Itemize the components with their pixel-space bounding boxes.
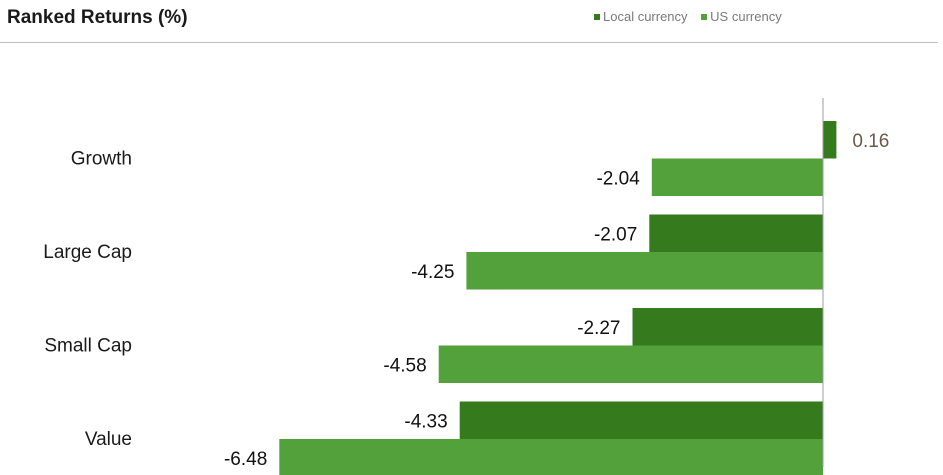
data-label-small-cap-local-currency: -2.27 (577, 318, 620, 339)
bar-growth-us-currency (651, 158, 823, 196)
bar-large-cap-us-currency (466, 252, 823, 290)
category-label-large-cap: Large Cap (43, 242, 132, 263)
legend-swatch-us (701, 14, 708, 20)
legend-entry-local: Local currency (594, 9, 688, 24)
legend-label-us: US currency (710, 9, 782, 24)
bar-value-us-currency (279, 439, 823, 475)
data-label-large-cap-us-currency: -4.25 (411, 262, 454, 283)
bar-small-cap-local-currency (632, 308, 823, 346)
legend: Local currency US currency (594, 9, 792, 24)
data-label-growth-local-currency: 0.16 (852, 131, 889, 152)
data-label-growth-us-currency: -2.04 (596, 168, 640, 189)
bar-small-cap-us-currency (438, 345, 823, 383)
data-label-value-us-currency: -6.48 (224, 449, 267, 470)
category-label-value: Value (85, 429, 132, 450)
category-label-growth: Growth (71, 149, 132, 170)
chart-title: Ranked Returns (%) (7, 7, 188, 28)
legend-label-local: Local currency (603, 9, 688, 24)
data-label-value-local-currency: -4.33 (404, 411, 447, 432)
category-label-small-cap: Small Cap (44, 336, 132, 357)
data-label-large-cap-local-currency: -2.07 (594, 224, 637, 245)
legend-swatch-local (594, 14, 600, 20)
bar-growth-local-currency (823, 121, 837, 159)
legend-entry-us: US currency (701, 9, 782, 24)
bar-value-local-currency (459, 401, 823, 439)
title-divider (0, 42, 938, 43)
data-label-small-cap-us-currency: -4.58 (383, 355, 426, 376)
bar-large-cap-local-currency (649, 214, 823, 252)
